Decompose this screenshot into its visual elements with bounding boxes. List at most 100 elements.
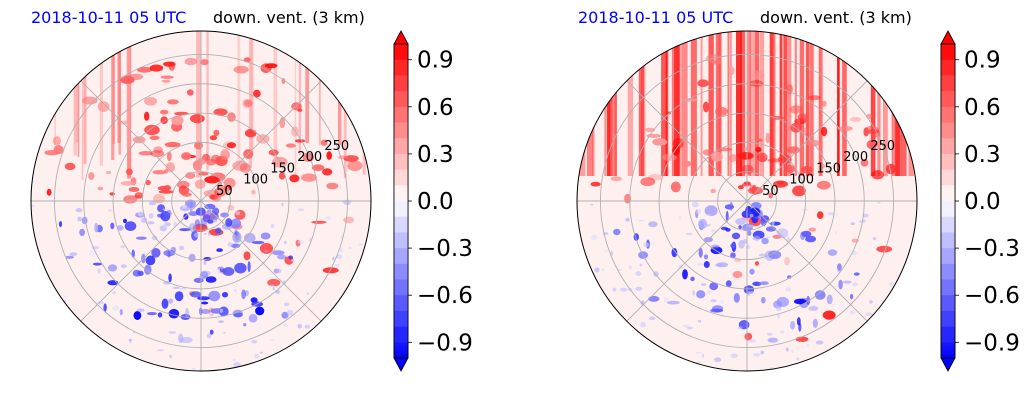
field-positive-cell	[778, 154, 792, 164]
field-texture	[886, 319, 895, 323]
field-positive-cell	[244, 129, 257, 138]
field-negative-cell	[136, 236, 147, 240]
field-positive-cell	[737, 152, 754, 160]
field-texture	[577, 274, 582, 280]
field-positive-cell	[741, 164, 754, 174]
field-texture	[775, 306, 782, 312]
field-streak	[908, 31, 914, 176]
field-texture	[34, 281, 40, 285]
field-texture	[610, 250, 613, 256]
field-texture	[108, 208, 113, 212]
radial-tick-label: 50	[216, 184, 233, 199]
field-positive-cell	[149, 64, 164, 72]
field-streak	[592, 31, 595, 176]
colorbar-level	[394, 59, 408, 76]
field-texture	[849, 310, 856, 315]
field-positive-cell	[765, 132, 770, 144]
field-streak	[818, 31, 822, 176]
field-texture	[638, 356, 643, 361]
field-texture	[293, 356, 301, 358]
field-negative-cell	[288, 255, 294, 260]
field-texture	[865, 312, 873, 316]
field-streak	[579, 31, 586, 176]
angular-gridline	[200, 80, 322, 202]
field-positive-cell	[801, 165, 813, 174]
field-positive-cell	[311, 220, 327, 224]
colorbar-tick-label: 0.6	[417, 95, 454, 121]
field-texture	[297, 208, 305, 212]
panel-2-colorbar: −0.9 −0.6 −0.3 0.0 0.3 0.6 0.9	[940, 30, 1020, 372]
field-negative-cell	[244, 232, 256, 243]
field-negative-cell	[204, 203, 216, 210]
field-texture	[850, 222, 856, 226]
field-negative-cell	[243, 323, 247, 327]
field-texture	[786, 237, 791, 242]
field-positive-cell	[885, 163, 896, 175]
field-streak	[799, 31, 805, 176]
field-texture	[269, 339, 276, 341]
panel-1-title-variable: down. vent. (3 km)	[213, 8, 365, 27]
field-positive-cell	[195, 179, 206, 189]
field-texture	[120, 264, 127, 269]
field-negative-cell	[696, 290, 706, 299]
colorbar-level	[941, 91, 955, 107]
field-positive-cell	[265, 63, 278, 69]
field-negative-cell	[698, 218, 708, 229]
field-negative-cell	[738, 225, 742, 230]
field-positive-cell	[243, 251, 251, 261]
field-positive-cell	[226, 142, 236, 149]
field-texture	[147, 221, 155, 225]
field-negative-cell	[188, 211, 199, 217]
field-texture	[285, 254, 289, 258]
field-streak	[746, 31, 751, 176]
colorbar-level	[941, 185, 955, 201]
field-positive-cell	[125, 168, 133, 176]
field-texture	[323, 354, 330, 359]
field-positive-cell	[167, 99, 179, 105]
field-positive-cell	[822, 310, 836, 320]
field-texture	[355, 353, 359, 357]
field-texture	[286, 309, 294, 316]
field-streak	[338, 31, 342, 145]
field-streak	[740, 31, 746, 176]
field-texture	[889, 281, 894, 287]
field-negative-cell	[613, 228, 621, 236]
field-texture	[69, 252, 78, 256]
field-texture	[749, 213, 754, 218]
field-negative-cell	[251, 240, 265, 245]
field-streak	[783, 31, 787, 176]
field-texture	[714, 264, 722, 267]
colorbar-level	[941, 59, 955, 76]
field-positive-cell	[757, 138, 763, 142]
field-negative-cell	[749, 268, 755, 275]
field-positive-cell	[120, 120, 128, 125]
field-texture	[69, 359, 78, 365]
colorbar-tick-label: −0.3	[964, 236, 1020, 262]
radial-tick-label: 50	[762, 184, 779, 199]
field-texture	[33, 316, 37, 320]
radial-tick-label: 100	[243, 173, 268, 188]
field-positive-cell	[209, 135, 217, 141]
field-negative-cell	[209, 212, 220, 221]
field-texture	[860, 332, 865, 337]
field-negative-cell	[761, 237, 769, 245]
field-texture	[695, 351, 703, 354]
field-positive-cell	[610, 176, 622, 182]
field-streak	[675, 31, 681, 176]
field-texture	[607, 328, 612, 334]
field-texture	[815, 359, 821, 364]
field-texture	[272, 287, 275, 291]
panel-1: 2018-10-11 05 UTC down. vent. (3 km) 50 …	[30, 8, 473, 372]
field-negative-cell	[194, 219, 201, 227]
field-texture	[831, 351, 839, 354]
field-negative-cell	[161, 298, 169, 309]
field-positive-cell	[52, 136, 62, 146]
field-positive-cell	[152, 170, 167, 175]
field-texture	[120, 245, 125, 249]
field-positive-cell	[789, 105, 803, 114]
angular-gridline	[626, 80, 748, 202]
radial-tick-label: 200	[297, 150, 322, 165]
field-positive-cell	[728, 66, 735, 76]
field-texture	[112, 305, 120, 312]
field-positive-cell	[702, 149, 713, 156]
